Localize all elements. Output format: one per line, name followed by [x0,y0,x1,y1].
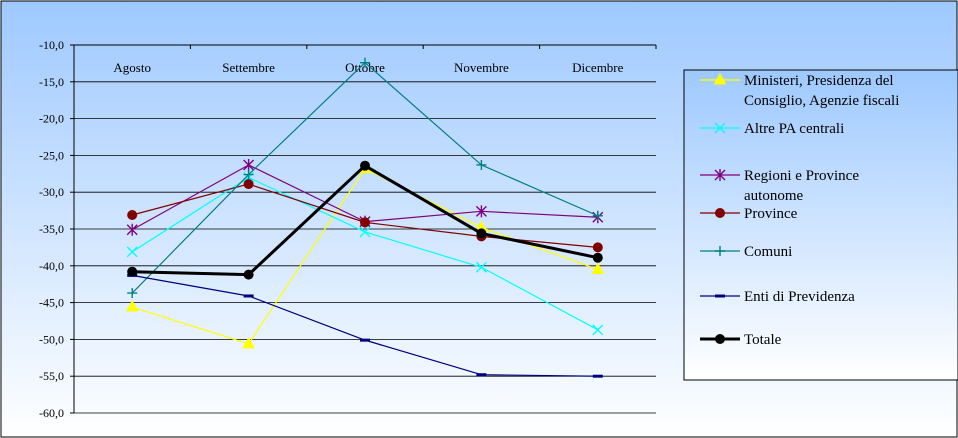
data-point [714,122,726,134]
data-point [714,169,726,181]
data-point [475,261,487,273]
y-tick-label: -25,0 [39,148,64,162]
legend-entry: Regioni e Province autonome [700,168,859,204]
legend-label: Totale [744,332,782,348]
legend-label: Enti di Previdenza [744,289,855,305]
data-point [476,228,487,239]
data-point [125,299,139,312]
x-tick-label: Dicembre [572,60,623,75]
data-point [127,288,138,299]
data-point [592,252,603,263]
legend-label: Comuni [744,244,792,260]
data-point [715,246,725,256]
y-tick-label: -60,0 [39,406,64,420]
legend-entry: Ministeri, Presidenza del Consiglio, Agen… [700,72,899,109]
legend-box [683,69,958,381]
legend-label: Regioni e Province [744,168,859,184]
y-tick-label: -30,0 [39,185,64,199]
legend-label: autonome [744,188,803,204]
y-tick-label: -15,0 [39,75,64,89]
data-point [715,208,725,218]
data-point [476,159,487,170]
data-point [715,334,725,344]
legend-entry: Province [700,206,798,222]
data-point [359,226,371,238]
y-tick-label: -35,0 [39,222,64,236]
legend-entry: Enti di Previdenza [700,289,855,305]
legend-label: Ministeri, Presidenza del [744,73,894,89]
axes: -10,0 -15,0 -20,0 -25,0 -30,0 -35,0 -40,0 -45,0… [39,38,657,420]
x-tick-label: Agosto [113,60,151,75]
x-tick-label: Settembre [222,60,275,75]
series [125,57,605,378]
data-point [127,266,138,277]
data-point [360,57,370,68]
data-point [127,210,138,221]
legend-label: Consiglio, Agenzie fiscali [744,93,899,109]
legend-label: Province [744,206,798,222]
data-point [592,374,603,378]
data-point [243,158,255,171]
data-point [126,246,138,258]
series-group [127,160,603,280]
y-tick-label: -45,0 [39,296,64,310]
y-tick-label: -40,0 [39,259,64,273]
data-point [243,269,254,280]
series-group [127,57,603,299]
data-point [360,338,370,342]
data-point [713,72,727,85]
y-tick-label: -55,0 [39,369,64,383]
data-point [242,336,255,349]
legend: Ministeri, Presidenza del Consiglio, Agen… [683,69,958,381]
legend-entry: Altre PA centrali [700,121,844,137]
data-point [476,373,487,377]
legend-entry: Comuni [700,244,792,260]
legend-entry: Totale [700,332,782,348]
data-point [126,223,138,236]
y-tick-label: -10,0 [39,38,64,52]
legend-label: Altre PA centrali [744,121,844,137]
data-point [591,262,605,274]
y-tick-label: -50,0 [39,332,64,346]
data-point [592,324,604,336]
data-point [592,242,603,253]
data-point [715,294,725,298]
x-tick-label: Novembre [454,60,509,75]
data-point [360,160,370,171]
data-point [475,205,487,218]
data-point [360,217,370,228]
data-point [243,179,254,190]
y-tick-label: -20,0 [39,112,64,126]
data-point [243,294,254,298]
data-point [243,169,254,180]
data-point [592,210,603,221]
